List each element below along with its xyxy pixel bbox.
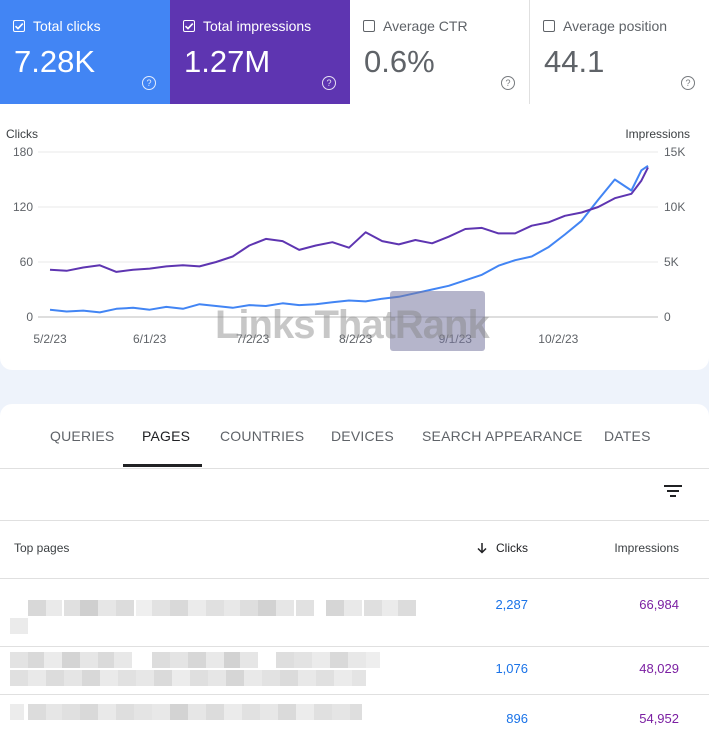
performance-chart-panel: Clicks Impressions 180 15K 120 10K 60 5K 0 0 5/2… [0,104,709,370]
right-axis-tick: 10K [664,200,685,214]
row-divider [0,646,709,647]
column-header-top-pages[interactable]: Top pages [14,541,70,555]
column-header-impressions[interactable]: Impressions [614,541,679,555]
report-table-panel: QUERIES PAGES COUNTRIES DEVICES SEARCH A… [0,404,709,744]
x-axis-tick: 10/2/23 [538,332,578,346]
left-axis-tick: 120 [13,200,33,214]
average-position-label: Average position [563,18,668,34]
tab-dates[interactable]: DATES [604,428,651,444]
tab-pages[interactable]: PAGES [142,428,191,444]
total-clicks-value: 7.28K [14,44,96,79]
x-axis-tick: 5/2/23 [33,332,67,346]
help-icon[interactable]: ? [322,76,336,90]
row-impressions: 48,029 [639,661,679,676]
average-position-checkbox[interactable] [543,20,555,32]
x-axis-tick: 9/1/23 [439,332,473,346]
table-row[interactable]: 1,076 48,029 [0,646,709,694]
average-position-card[interactable]: Average position 44.1 ? [530,0,709,104]
row-divider [0,694,709,695]
row-clicks: 896 [506,711,528,726]
redacted-url [10,704,362,720]
row-clicks: 1,076 [495,661,528,676]
filter-icon[interactable] [664,484,682,498]
left-axis-tick: 0 [26,310,33,324]
help-icon[interactable]: ? [501,76,515,90]
table-header [0,520,709,579]
left-axis-tick: 180 [13,145,33,159]
row-clicks: 2,287 [495,597,528,612]
tab-countries[interactable]: COUNTRIES [220,428,305,444]
average-ctr-label: Average CTR [383,18,468,34]
impressions-series-line [49,166,649,273]
sort-descending-icon[interactable] [476,542,488,554]
metric-cards: Total clicks 7.28K ? Total impressions 1… [0,0,709,104]
average-ctr-checkbox[interactable] [363,20,375,32]
total-impressions-card[interactable]: Total impressions 1.27M ? [170,0,350,104]
tab-devices[interactable]: DEVICES [331,428,394,444]
clicks-series-line [49,164,649,314]
total-clicks-label: Total clicks [33,18,101,34]
right-axis-tick: 5K [664,255,679,269]
column-header-clicks[interactable]: Clicks [496,541,528,555]
total-clicks-card[interactable]: Total clicks 7.28K ? [0,0,170,104]
row-impressions: 54,952 [639,711,679,726]
x-axis-tick: 7/2/23 [236,332,270,346]
average-position-value: 44.1 [544,44,605,79]
tab-search-appearance[interactable]: SEARCH APPEARANCE [422,428,583,444]
left-axis-tick: 60 [20,255,34,269]
x-axis-tick: 8/2/23 [339,332,373,346]
total-clicks-checkbox[interactable] [13,20,25,32]
average-ctr-card[interactable]: Average CTR 0.6% ? [350,0,530,104]
help-icon[interactable]: ? [681,76,695,90]
total-impressions-value: 1.27M [184,44,271,79]
table-row[interactable]: 2,287 66,984 [0,578,709,646]
right-axis-label: Impressions [625,127,690,141]
redacted-url [10,600,416,634]
row-impressions: 66,984 [639,597,679,612]
right-axis-tick: 0 [664,310,671,324]
filter-row [0,468,709,521]
redacted-url [10,652,380,686]
table-row[interactable]: 896 54,952 [0,694,709,740]
total-impressions-label: Total impressions [203,18,312,34]
active-tab-indicator [123,464,202,467]
left-axis-label: Clicks [6,127,38,141]
x-axis-tick: 6/1/23 [133,332,167,346]
total-impressions-checkbox[interactable] [183,20,195,32]
average-ctr-value: 0.6% [364,44,435,79]
help-icon[interactable]: ? [142,76,156,90]
right-axis-tick: 15K [664,145,685,159]
tab-queries[interactable]: QUERIES [50,428,115,444]
dimension-tabs: QUERIES PAGES COUNTRIES DEVICES SEARCH A… [0,404,709,469]
